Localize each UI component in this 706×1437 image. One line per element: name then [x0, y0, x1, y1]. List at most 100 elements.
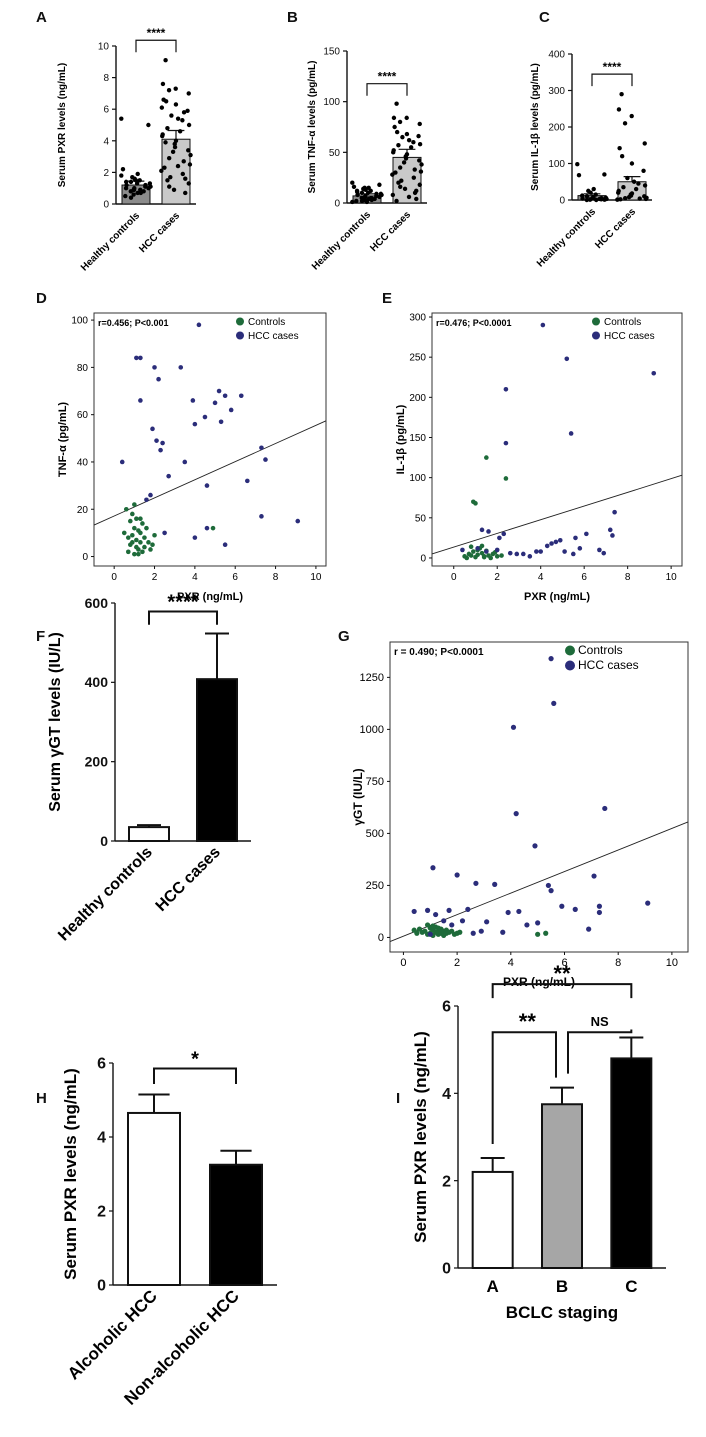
chart-panel-G: G 0 2 4 6 8 10 0 250 500 750 1000 1250 PXR (ng/mL) γGT… [338, 628, 689, 989]
control-point [543, 930, 549, 936]
legend-label: HCC cases [604, 331, 655, 342]
y-tick-label: 6 [103, 105, 109, 116]
category-label: HCC cases [368, 209, 413, 254]
hcc-point [484, 919, 490, 925]
hcc-point [538, 549, 543, 554]
hcc-point [166, 473, 171, 479]
hcc-point [596, 903, 603, 909]
hcc-point [424, 907, 431, 913]
hcc-point [597, 547, 602, 553]
control-point [138, 530, 143, 536]
hcc-point [160, 440, 165, 446]
hcc-point [505, 909, 511, 916]
hcc-point [212, 400, 218, 406]
hcc-point [152, 365, 157, 370]
data-point [394, 129, 400, 135]
panel-label: B [287, 9, 298, 26]
hcc-point [119, 459, 125, 465]
data-point [401, 160, 407, 165]
data-point [354, 198, 359, 204]
hcc-point [601, 550, 607, 556]
x-tick-label: 4 [508, 957, 514, 969]
y-tick-label: 60 [77, 410, 89, 421]
data-point [616, 107, 622, 112]
control-point [494, 554, 500, 559]
panel-label: I [396, 1090, 400, 1107]
data-point [576, 172, 582, 178]
significance-bracket [366, 83, 408, 96]
category-label: Healthy controls [535, 206, 598, 269]
y-tick-label: 100 [409, 473, 426, 484]
data-point [364, 199, 370, 205]
hcc-point [427, 931, 433, 937]
x-tick-label: 10 [666, 572, 678, 583]
data-point [146, 122, 151, 128]
hcc-point [534, 549, 539, 554]
chart-panel-F: F 0 200 400 600 Serum γGT levels (IU/L) Health… [36, 592, 251, 944]
significance-label: ** [519, 1009, 537, 1034]
correlation-annotation: r = 0.490; P<0.0001 [394, 647, 484, 658]
category-label: HCC cases [593, 206, 638, 251]
data-point [119, 116, 124, 121]
data-point [175, 116, 181, 121]
data-point [391, 115, 397, 121]
control-point [148, 547, 153, 552]
control-point [481, 554, 487, 560]
hcc-point [259, 445, 264, 451]
data-point [186, 91, 191, 96]
data-point [390, 192, 396, 198]
hcc-point [238, 393, 244, 399]
hcc-point [148, 492, 153, 498]
data-point [619, 91, 624, 97]
hcc-point [158, 447, 163, 453]
data-point [591, 195, 596, 201]
data-point [588, 190, 593, 195]
legend-marker [592, 317, 600, 326]
regression-line [431, 474, 683, 555]
control-point [134, 516, 139, 522]
y-tick-label: 100 [71, 316, 88, 327]
hcc-point [138, 355, 143, 361]
y-tick-label: 8 [103, 73, 109, 84]
hcc-point [446, 907, 452, 913]
data-point [162, 165, 167, 170]
x-tick-label: 0 [400, 957, 406, 969]
control-point [152, 532, 157, 538]
control-point [471, 549, 476, 554]
hcc-point [553, 539, 559, 545]
data-point [397, 119, 403, 125]
hcc-point [503, 387, 509, 392]
data-point [128, 179, 134, 185]
data-point [159, 105, 165, 110]
y-tick-label: 200 [409, 393, 426, 404]
data-point [168, 174, 173, 180]
control-point [144, 525, 149, 531]
control-point [475, 552, 480, 558]
hcc-point [510, 724, 517, 730]
data-point [416, 133, 421, 139]
hcc-point [202, 414, 208, 420]
data-point [160, 133, 165, 139]
data-point [350, 199, 355, 205]
data-point [146, 186, 151, 191]
significance-label: NS [591, 1014, 609, 1029]
data-point [584, 197, 589, 203]
data-point [396, 143, 401, 148]
data-point [187, 162, 193, 167]
control-point [435, 925, 441, 931]
control-point [125, 549, 131, 555]
data-point [580, 196, 585, 201]
control-point [430, 923, 436, 929]
data-point [394, 198, 399, 204]
data-point [137, 178, 142, 183]
y-tick-label: 100 [323, 97, 340, 108]
data-point [138, 190, 143, 196]
data-point [359, 190, 365, 196]
data-point [167, 184, 172, 189]
x-tick-label: 0 [451, 572, 457, 583]
data-point [173, 86, 178, 91]
y-tick-label: 600 [85, 595, 109, 611]
data-point [616, 190, 621, 195]
y-tick-label: 0 [559, 196, 565, 207]
